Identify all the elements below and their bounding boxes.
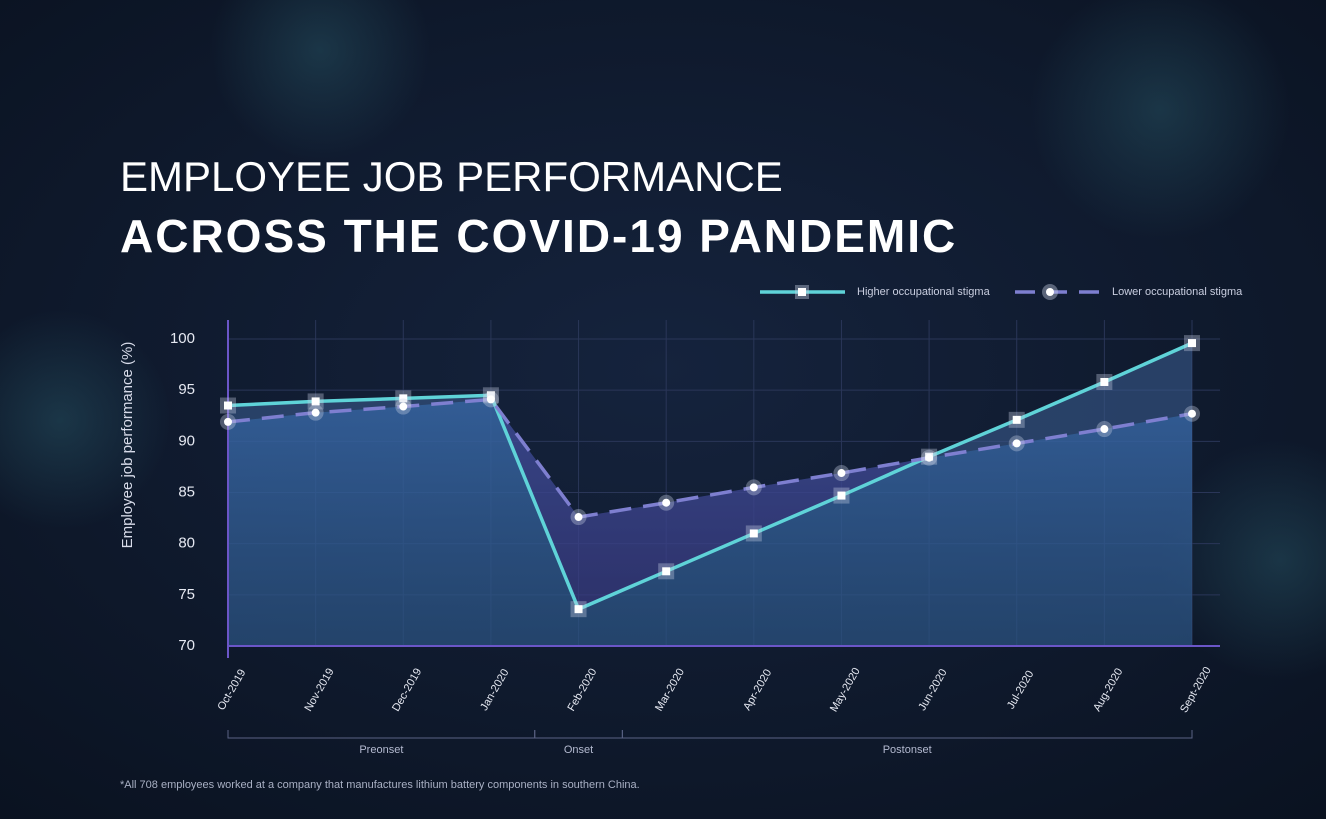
data-point [925,454,933,462]
data-point [575,605,583,613]
data-point [575,513,583,521]
data-point [1013,416,1021,424]
data-point [312,409,320,417]
data-point [224,402,232,410]
y-tick-label: 75 [178,586,195,603]
data-point [487,395,495,403]
chart-title: EMPLOYEE JOB PERFORMANCE [120,153,783,200]
legend-marker [798,288,806,296]
phase-label: Postonset [883,744,932,756]
chart-subtitle: ACROSS THE COVID-19 PANDEMIC [120,210,957,262]
data-point [399,403,407,411]
data-point [224,418,232,426]
data-point [837,469,845,477]
footnote: *All 708 employees worked at a company t… [120,779,640,791]
data-point [750,483,758,491]
legend-label: Higher occupational stigma [857,286,991,298]
phase-label: Onset [564,744,593,756]
data-point [1100,425,1108,433]
data-point [1100,378,1108,386]
legend-label: Lower occupational stigma [1112,286,1243,298]
data-point [662,499,670,507]
y-tick-label: 70 [178,637,195,654]
data-point [312,397,320,405]
y-tick-label: 95 [178,381,195,398]
data-point [750,529,758,537]
y-tick-label: 100 [170,330,195,347]
data-point [1188,410,1196,418]
chart: EMPLOYEE JOB PERFORMANCE ACROSS THE COVI… [0,0,1326,819]
legend-marker [1046,288,1054,296]
y-axis-label: Employee job performance (%) [119,342,136,549]
data-point [662,567,670,575]
data-point [837,492,845,500]
data-point [1188,339,1196,347]
y-tick-label: 85 [178,483,195,500]
y-tick-label: 90 [178,432,195,449]
data-point [1013,439,1021,447]
y-tick-label: 80 [178,535,195,552]
phase-label: Preonset [359,744,403,756]
